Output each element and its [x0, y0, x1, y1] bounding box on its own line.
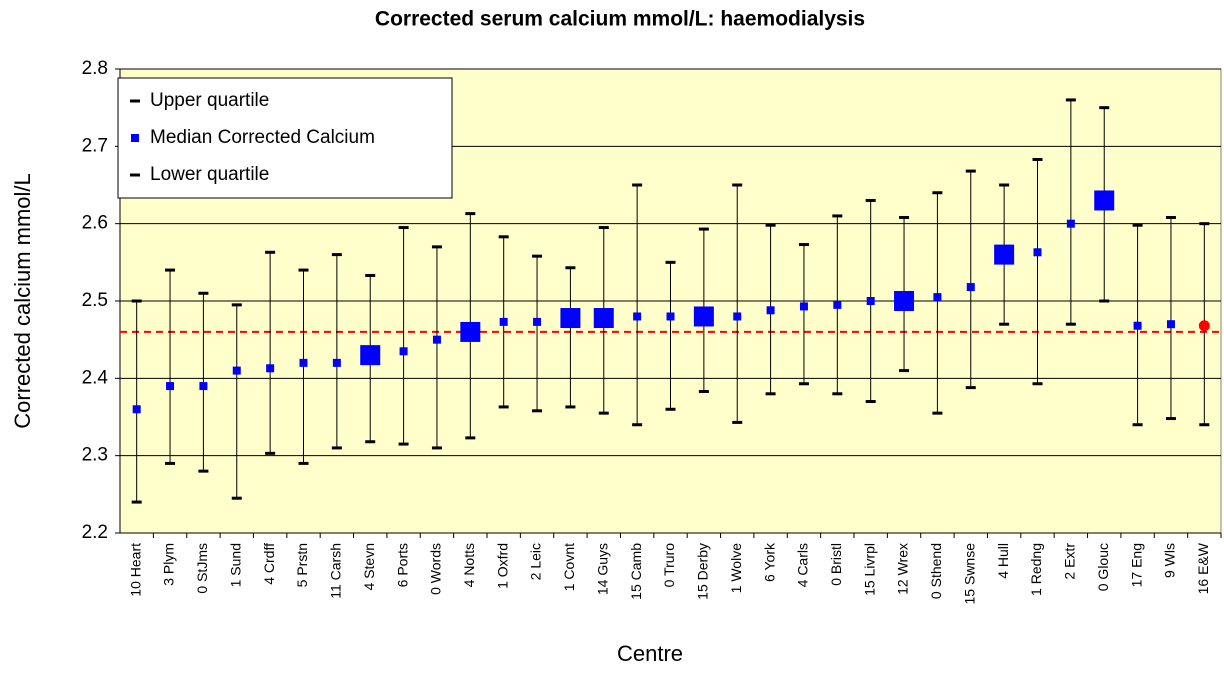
x-tick-label: 0 StJms — [194, 543, 210, 594]
x-tick-label: 0 Glouc — [1095, 543, 1111, 591]
legend-label: Upper quartile — [150, 90, 269, 111]
median-point — [533, 317, 542, 326]
median-point — [1033, 248, 1042, 257]
y-tick-label: 2.2 — [82, 522, 108, 543]
median-point — [1066, 219, 1075, 228]
median-point — [833, 300, 842, 309]
x-tick-label: 4 Crdff — [261, 543, 277, 585]
median-point — [460, 321, 481, 342]
y-tick-label: 2.3 — [82, 445, 108, 466]
legend-box — [117, 77, 453, 199]
x-tick-label: 11 Carsh — [328, 543, 344, 599]
x-tick-label: 0 Bristl — [828, 543, 844, 586]
median-point — [693, 306, 714, 327]
x-axis-title: Centre — [617, 641, 683, 666]
x-tick-label: 2 Extr — [1062, 543, 1078, 580]
median-point — [266, 364, 275, 373]
x-tick-label: 6 Ports — [394, 543, 410, 587]
median-point — [360, 345, 381, 366]
x-tick-label: 9 Wls — [1162, 543, 1178, 578]
legend-symbol — [131, 134, 139, 142]
median-point — [866, 297, 875, 305]
x-tick-label: 4 Stevn — [361, 543, 377, 590]
median-point — [1094, 190, 1115, 211]
y-axis-title: Corrected calcium mmol/L — [10, 173, 35, 429]
x-tick-label: 6 York — [761, 542, 777, 582]
x-tick-label: 12 Wrex — [895, 543, 911, 595]
x-tick-label: 1 Wolve — [728, 543, 744, 594]
x-tick-label: 4 Carls — [795, 543, 811, 587]
median-point — [332, 358, 341, 367]
x-tick-label: 16 E&W — [1195, 542, 1211, 594]
x-tick-label: 0 Words — [428, 543, 444, 595]
x-tick-label: 5 Prstn — [294, 543, 310, 587]
median-point — [560, 308, 581, 329]
median-point — [593, 308, 614, 329]
median-point — [1166, 320, 1175, 329]
x-tick-label: 1 Redng — [1028, 543, 1044, 596]
x-tick-label: 4 Notts — [461, 543, 477, 587]
x-tick-label: 14 Guys — [594, 543, 610, 595]
median-point — [199, 382, 208, 391]
median-point — [232, 366, 241, 375]
legend-label: Lower quartile — [150, 164, 269, 185]
x-tick-label: 3 Plym — [161, 543, 177, 586]
y-tick-label: 2.4 — [82, 367, 109, 388]
x-tick-label: 2 Leic — [528, 543, 544, 580]
x-tick-label: 1 Oxfrd — [494, 543, 510, 589]
y-tick-label: 2.6 — [82, 213, 108, 234]
median-point — [132, 405, 141, 414]
y-tick-label: 2.8 — [82, 58, 108, 79]
median-point — [1133, 321, 1142, 330]
median-point — [894, 291, 915, 311]
x-tick-label: 0 Sthend — [928, 543, 944, 599]
legend-label: Median Corrected Calcium — [150, 127, 375, 148]
x-tick-label: 1 Sund — [227, 543, 243, 587]
y-tick-label: 2.5 — [82, 290, 108, 311]
x-tick-label: 15 Derby — [695, 543, 711, 600]
x-tick-label: 15 Swnse — [961, 543, 977, 605]
x-tick-label: 15 Camb — [628, 543, 644, 600]
median-point — [666, 312, 675, 321]
x-tick-label: 4 Hull — [995, 543, 1011, 579]
median-point — [966, 283, 975, 292]
median-point — [799, 302, 808, 311]
median-point — [399, 347, 408, 356]
median-point — [766, 306, 775, 315]
chart-title: Corrected serum calcium mmol/L: haemodia… — [375, 8, 865, 31]
median-point — [994, 244, 1015, 265]
median-point — [733, 312, 742, 321]
median-point — [499, 317, 508, 326]
median-point — [166, 382, 175, 391]
median-point — [1198, 320, 1210, 332]
legend: Upper quartile Median Corrected Calcium Lo… — [117, 77, 453, 199]
x-tick-label: 0 Truro — [661, 543, 677, 588]
x-tick-label: 1 Covnt — [561, 543, 577, 591]
median-point — [432, 335, 441, 344]
y-tick-label: 2.7 — [82, 135, 108, 156]
median-point — [299, 358, 308, 367]
median-point — [933, 293, 942, 302]
x-tick-label: 17 Eng — [1128, 543, 1144, 587]
median-point — [633, 312, 642, 321]
x-tick-label: 10 Heart — [127, 543, 143, 597]
x-tick-label: 15 Livrpl — [861, 543, 877, 596]
